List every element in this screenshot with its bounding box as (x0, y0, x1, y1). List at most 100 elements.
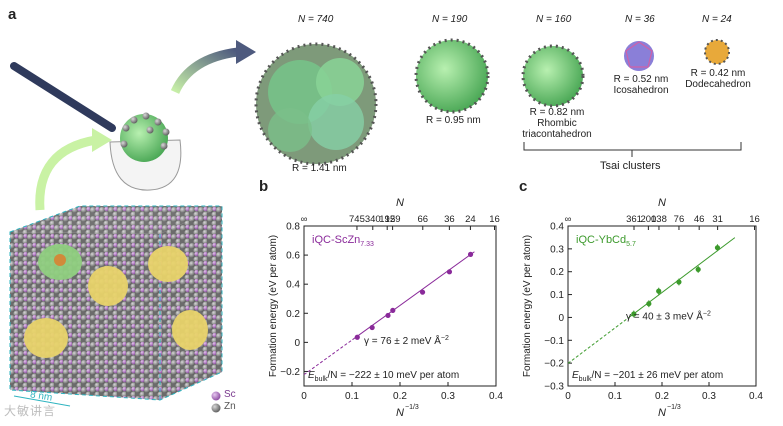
top-tick-label: 159 (385, 214, 401, 225)
top-tick-label: 36 (444, 214, 455, 225)
y-tick-label: 0.4 (286, 280, 300, 291)
top-tick-label: ∞ (301, 214, 308, 225)
top-tick-label: 31 (712, 214, 723, 225)
x-tick-label: 0.2 (393, 391, 407, 402)
arrow-head-icon (236, 40, 256, 64)
data-point (390, 307, 396, 313)
data-point (467, 251, 474, 257)
x-tick-label: 0.2 (655, 391, 669, 402)
ebulk-annotation: Ebulk/N = −201 ± 26 meV per atom (572, 370, 723, 383)
legend-zn-label: Zn (224, 401, 236, 412)
zn-legend-dot (211, 403, 221, 413)
y-axis-label: Formation energy (eV per atom) (268, 235, 279, 377)
plot-frame (567, 225, 757, 387)
cube-front-face (10, 232, 160, 400)
top-tick-label: 138 (651, 214, 667, 225)
y-tick-label: 0.3 (550, 244, 564, 255)
quasicrystal-domain (88, 266, 128, 306)
gamma-annotation: γ = 40 ± 3 meV Å−2 (626, 310, 711, 323)
y-tick-label: 0.4 (550, 222, 564, 233)
arrow-head-icon (92, 128, 112, 152)
ebulk-subscript: bulk (315, 376, 328, 383)
y-tick-label: 0.1 (550, 290, 564, 301)
data-point (354, 334, 360, 340)
cluster-24-n: N = 24 (702, 14, 732, 25)
arrow-to-spoon (35, 135, 97, 211)
x-tick-label: 0 (301, 391, 307, 402)
y-tick-label: 0.6 (286, 251, 300, 262)
data-point (676, 279, 682, 285)
sc-legend-dot (211, 391, 221, 401)
y-axis-label: Formation energy (eV per atom) (522, 235, 533, 377)
x-axis-label-exponent: −1/3 (405, 404, 419, 411)
top-tick-label: 192 (379, 214, 395, 225)
ebulk-rest: /N = −222 ± 10 meV per atom (328, 370, 460, 381)
cluster-36-label: R = 0.52 nm Icosahedron (613, 74, 669, 96)
top-tick-label: 76 (674, 214, 685, 225)
cluster-740 (254, 42, 378, 166)
x-tick-label: 0.3 (441, 391, 455, 402)
x-tick-label: 0.1 (345, 391, 359, 402)
y-tick-label: −0.1 (544, 336, 564, 347)
spoon-handle (10, 62, 116, 132)
y-tick-label: 0.2 (550, 267, 564, 278)
cluster-190-n: N = 190 (432, 14, 468, 25)
top-axis-label: N (396, 197, 404, 209)
fit-extrapolation (567, 316, 630, 364)
ebulk-rest: /N = −201 ± 26 meV per atom (592, 370, 724, 381)
top-tick-label: 24 (465, 214, 476, 225)
data-point (631, 311, 637, 317)
data-point (695, 266, 701, 273)
panel-c-letter: c (519, 178, 528, 195)
cluster-160 (521, 44, 585, 108)
ebulk-annotation: Ebulk/N = −222 ± 10 meV per atom (308, 370, 459, 383)
y-tick-label: 0.2 (286, 309, 300, 320)
cluster-36-n: N = 36 (625, 14, 655, 25)
x-axis-label-exponent: −1/3 (667, 404, 681, 411)
top-tick-label: 16 (749, 214, 760, 225)
tsai-clusters-label: Tsai clusters (600, 160, 661, 172)
data-point (446, 269, 453, 275)
y-tick-label: −0.2 (544, 359, 564, 370)
data-point (369, 324, 375, 331)
arrow-to-clusters (170, 47, 239, 94)
series-label-subscript: 5.7 (626, 241, 636, 248)
cluster-24-label: R = 0.42 nm Dodecahedron (685, 68, 751, 90)
top-tick-label: 46 (694, 214, 705, 225)
y-tick-label: −0.2 (280, 367, 300, 378)
data-point (385, 312, 391, 319)
top-tick-label: ∞ (565, 214, 572, 225)
data-point (656, 288, 662, 294)
quasicrystal-domain (172, 310, 208, 350)
ebulk-subscript: bulk (579, 376, 592, 383)
top-axis-label: N (658, 197, 666, 209)
y-tick-label: 0 (294, 338, 300, 349)
gamma-exponent: −2 (441, 335, 449, 342)
cluster-740-n: N = 740 (298, 14, 334, 25)
series-label-subscript: 7.33 (360, 241, 374, 248)
cluster-160-n: N = 160 (536, 14, 572, 25)
series-label: iQC-ScZn7.33 (312, 234, 374, 248)
top-tick-label: 16 (489, 214, 500, 225)
x-tick-label: 0.3 (702, 391, 716, 402)
tsai-bracket (523, 142, 742, 151)
x-tick-label: 0.1 (608, 391, 622, 402)
ebulk-symbol: E (572, 370, 579, 381)
x-axis-label: N (396, 407, 404, 419)
panel-b-letter: b (259, 178, 269, 195)
gamma-exponent: −2 (703, 311, 711, 318)
y-tick-label: −0.3 (544, 382, 564, 393)
y-tick-label: 0 (558, 313, 564, 324)
cluster-740-r: R = 1.41 nm (292, 163, 347, 174)
panel-a-letter: a (8, 6, 17, 23)
data-point (419, 289, 426, 295)
y-tick-label: 0.8 (286, 222, 300, 233)
top-tick-label: 66 (417, 214, 428, 225)
quasicrystal-domain (24, 318, 68, 358)
top-tick-label: 361 (626, 214, 642, 225)
x-axis-label: N (658, 407, 666, 419)
cube-top-face (10, 206, 222, 234)
ebulk-symbol: E (308, 370, 315, 381)
chart-c: 0 0.1 0.2 0.3 0.4−0.3−0.2−0.100.10.20.30.4∞ 3… (522, 197, 763, 419)
